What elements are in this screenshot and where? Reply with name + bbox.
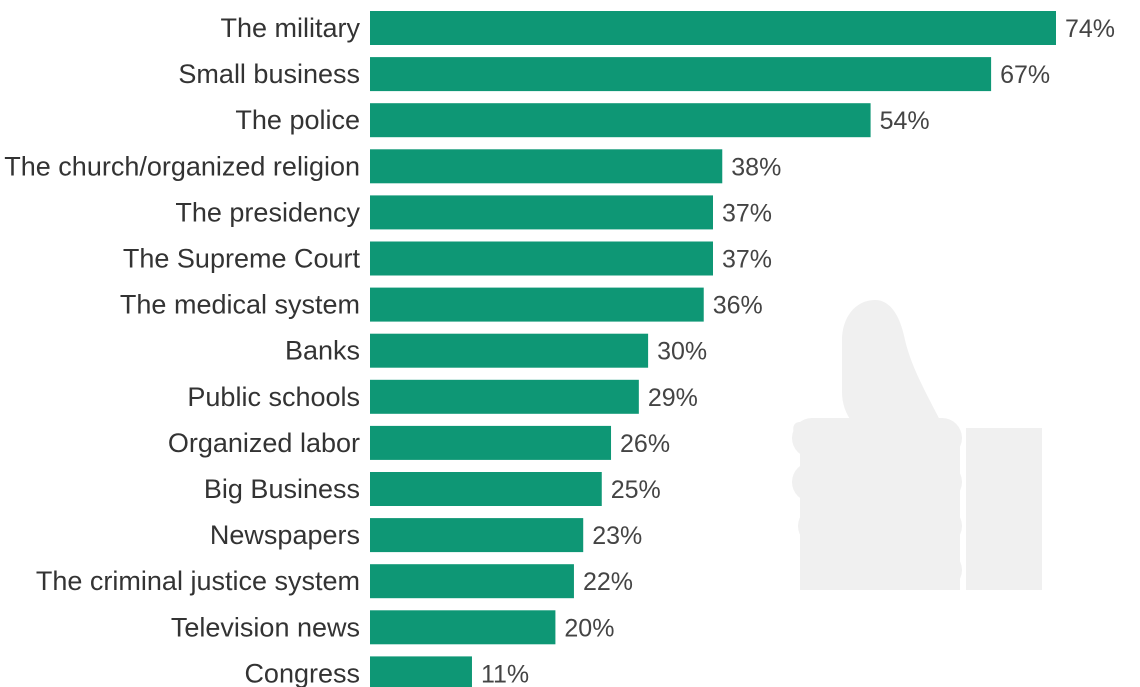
category-label-newspapers: Newspapers (210, 520, 360, 550)
value-labels: 74% 67% 54% 38% 37% 37% 36%30% 29% 26% 25% 23% 22% 2… (481, 15, 1115, 687)
bar-the-medical-system (370, 287, 704, 322)
category-label-the-military: The military (220, 13, 360, 43)
bar-congress (370, 656, 472, 687)
bar-small-business (370, 57, 992, 92)
value-label-congress: 11% (481, 660, 529, 687)
category-label-small-business: Small business (178, 59, 360, 89)
bar-the-police (370, 103, 871, 138)
value-label-the-criminal-justice-system: 22% (583, 568, 633, 596)
bar-public-schools (370, 379, 639, 414)
value-label-big-business: 25% (611, 476, 661, 504)
value-label-television-news: 20% (564, 614, 614, 642)
value-label-the-police: 54% (880, 107, 930, 135)
bar-the-church-organized-religion (370, 149, 723, 184)
category-label-the-supreme-court: The Supreme Court (123, 244, 361, 274)
category-label-organized-labor: Organized labor (168, 428, 360, 458)
bar-the-supreme-court (370, 241, 713, 276)
category-label-congress: Congress (244, 658, 360, 687)
bar-the-military (370, 11, 1056, 45)
category-label-banks: Banks (285, 336, 360, 366)
bar-the-criminal-justice-system (370, 564, 574, 599)
bar-the-presidency (370, 195, 713, 230)
value-label-banks: 30% (657, 338, 707, 366)
bar-newspapers (370, 518, 584, 553)
category-label-big-business: Big Business (204, 474, 360, 504)
category-label-the-presidency: The presidency (175, 197, 360, 227)
thumbs-up-icon (792, 300, 1042, 590)
category-label-the-police: The police (235, 105, 360, 135)
bar-big-business (370, 472, 602, 506)
category-label-television-news: Television news (171, 612, 360, 642)
category-label-the-criminal-justice-system: The criminal justice system (36, 566, 360, 596)
value-label-the-medical-system: 36% (713, 292, 763, 320)
value-label-the-presidency: 37% (722, 199, 772, 227)
category-label-public-schools: Public schools (187, 382, 360, 412)
bar-organized-labor (370, 425, 612, 460)
value-label-organized-labor: 26% (620, 430, 670, 458)
value-label-the-military: 74% (1065, 15, 1115, 43)
category-label-the-medical-system: The medical system (120, 290, 360, 320)
value-label-public-schools: 29% (648, 384, 698, 412)
value-label-small-business: 67% (1000, 61, 1050, 89)
category-labels: The military Small business The police The … (4, 13, 360, 687)
value-label-newspapers: 23% (592, 522, 642, 550)
bar-television-news (370, 610, 556, 645)
bar-banks (370, 333, 649, 368)
value-label-the-supreme-court: 37% (722, 246, 772, 274)
category-label-the-church-organized-religion: The church/organized religion (4, 151, 360, 181)
value-label-the-church-organized-religion: 38% (731, 153, 781, 181)
bars (370, 11, 1056, 687)
